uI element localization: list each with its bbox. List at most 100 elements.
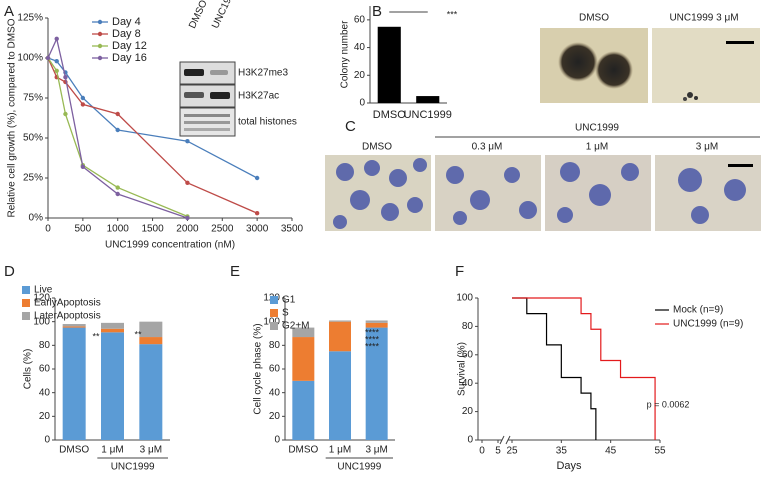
legend-label: Day 12 xyxy=(112,40,147,52)
x-tick-label: 5 xyxy=(495,446,501,457)
marker xyxy=(185,180,190,185)
marker xyxy=(54,68,59,74)
x-tick-label: 1500 xyxy=(141,224,164,235)
legend-swatch xyxy=(270,322,278,330)
y-tick-label: 0 xyxy=(359,98,365,109)
bar-segment xyxy=(365,320,388,323)
y-tick-label: 75% xyxy=(23,93,43,104)
bar-segment xyxy=(101,332,124,440)
legend-swatch xyxy=(22,299,30,307)
western-blot: DMSO UNC1999 H3K27me3 H3K27ac total hist… xyxy=(179,0,297,137)
annotation: ** xyxy=(92,331,100,341)
group-label: UNC1999 xyxy=(575,123,619,134)
marker xyxy=(185,215,190,221)
cell-images: DMSO 0.3 μM 1 μM 3 μM UNC1999 xyxy=(325,123,761,231)
group-label: UNC1999 xyxy=(111,462,155,473)
marker xyxy=(54,59,59,64)
bar-segment xyxy=(62,327,86,440)
y-tick-label: 20 xyxy=(354,70,366,81)
y-tick-label: 100 xyxy=(263,316,280,327)
x-tick-label: 55 xyxy=(654,446,666,457)
y-tick-label: 50% xyxy=(23,133,43,144)
legend-label: Day 16 xyxy=(112,52,147,64)
legend-label: Mock (n=9) xyxy=(673,305,723,316)
y-tick-label: 0 xyxy=(274,435,280,446)
panel-letter: C xyxy=(345,118,356,135)
image-label: 3 μM xyxy=(696,142,718,153)
group-label: UNC1999 xyxy=(337,462,381,473)
panel-letter: B xyxy=(372,3,382,20)
y-tick-label: 120 xyxy=(33,293,50,304)
x-axis-title: Days xyxy=(556,460,582,472)
y-tick-label: 60 xyxy=(462,349,474,360)
x-tick-label: 35 xyxy=(556,446,568,457)
image-label: UNC1999 3 μM xyxy=(669,13,738,24)
y-tick-label: 20 xyxy=(462,406,474,417)
bar-segment xyxy=(139,321,163,338)
y-tick-label: 40 xyxy=(269,387,281,398)
x-tick-label: UNC1999 xyxy=(404,109,452,121)
panel-letter: F xyxy=(455,263,464,280)
y-axis-title: Colony number xyxy=(340,20,351,88)
bar-segment xyxy=(329,351,351,440)
bar-segment xyxy=(292,380,315,440)
x-tick-label: 3500 xyxy=(281,224,304,235)
x-tick-label: 2000 xyxy=(176,224,199,235)
y-tick-label: 0% xyxy=(29,213,44,224)
bar-segment xyxy=(139,344,163,440)
bar-segment xyxy=(365,327,388,440)
y-tick-label: 40 xyxy=(354,42,366,53)
marker xyxy=(63,75,68,80)
marker xyxy=(45,55,51,61)
marker xyxy=(185,139,190,144)
x-tick-label: DMSO xyxy=(288,445,318,456)
bar-segment xyxy=(62,324,86,327)
panel-letter: D xyxy=(4,263,15,280)
bar-segment xyxy=(365,322,388,328)
bar-segment xyxy=(101,328,124,333)
y-axis-title: Cells (%) xyxy=(23,349,34,390)
axis-break xyxy=(499,435,511,445)
annotation: **** xyxy=(365,334,380,344)
panel-letter: A xyxy=(4,3,14,20)
x-tick-label: DMSO xyxy=(373,109,406,121)
legend-label: Live xyxy=(34,285,53,296)
legend-label: EarlyApoptosis xyxy=(34,298,101,309)
y-tick-label: 80 xyxy=(462,321,474,332)
blot-band: H3K27me3 xyxy=(238,68,288,79)
series-line xyxy=(47,57,188,218)
marker xyxy=(80,102,86,107)
x-tick-label: 2500 xyxy=(211,224,234,235)
marker xyxy=(54,36,59,41)
x-tick-label: 500 xyxy=(75,224,92,235)
x-tick-label: 45 xyxy=(605,446,617,457)
legend-label: Day 8 xyxy=(112,28,141,40)
y-tick-label: 0 xyxy=(467,435,473,446)
y-tick-label: 60 xyxy=(39,364,51,375)
bar-segment xyxy=(101,322,124,329)
survival-curve xyxy=(512,297,597,440)
marker xyxy=(115,191,120,197)
x-tick-label: 3 μM xyxy=(140,445,162,456)
x-tick-label: 1 μM xyxy=(329,445,351,456)
blot-lane: UNC1999 xyxy=(210,0,239,30)
annotation: ** xyxy=(134,329,142,339)
legend-marker xyxy=(97,55,103,61)
bar xyxy=(377,26,401,104)
image-label: 1 μM xyxy=(586,142,608,153)
legend-marker xyxy=(97,19,103,25)
marker xyxy=(80,95,86,101)
bar-segment xyxy=(292,327,315,338)
legend-swatch xyxy=(270,309,278,317)
y-axis-title: Survival (%) xyxy=(457,342,468,396)
y-tick-label: 100 xyxy=(33,316,50,327)
y-tick-label: 100 xyxy=(456,293,473,304)
bar-segment xyxy=(139,337,163,345)
x-axis-title: UNC1999 concentration (nM) xyxy=(105,240,235,251)
legend-label: G1 xyxy=(282,295,296,306)
bar-segment xyxy=(292,337,315,381)
x-tick-label: 3000 xyxy=(246,224,269,235)
series-line xyxy=(47,36,188,219)
legend-label: UNC1999 (n=9) xyxy=(673,319,743,330)
